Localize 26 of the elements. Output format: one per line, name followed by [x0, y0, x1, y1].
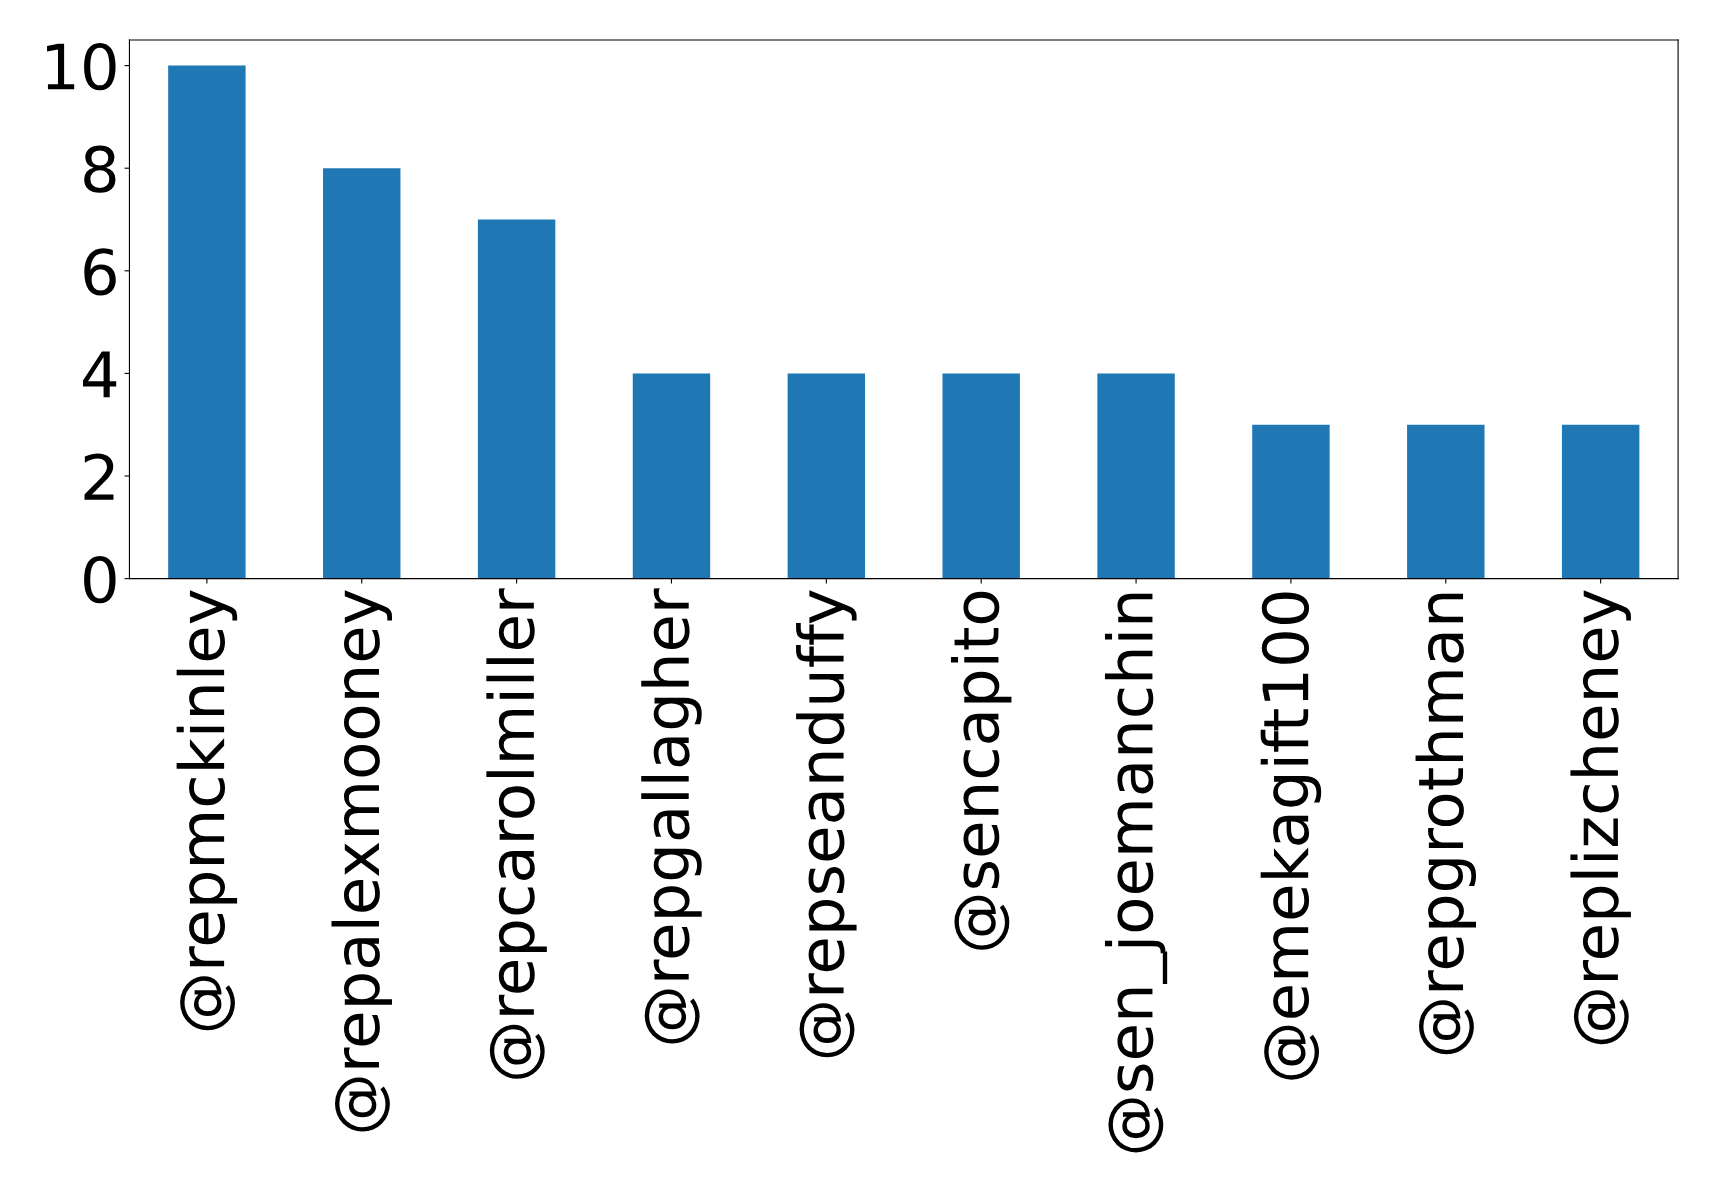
bar: [1252, 424, 1330, 579]
bar: [477, 219, 556, 579]
y-tick-label: 4: [83, 351, 117, 398]
bar: [1561, 424, 1640, 579]
y-tick-label: 2: [84, 453, 114, 500]
bar: [1407, 424, 1485, 579]
x-tick-label: @replizcheney: [1570, 590, 1631, 1045]
bar: [1097, 373, 1175, 579]
bar: [942, 373, 1020, 579]
y-tick-label: 0: [84, 555, 116, 604]
bar: [323, 168, 401, 579]
x-tick-label: @repcarolmiller: [486, 588, 547, 1079]
x-tick-label: @repgallagher: [641, 588, 702, 1044]
x-tick-label: @emekagift100: [1260, 592, 1322, 1080]
bar: [632, 373, 711, 579]
x-tick-label: @sen_joemanchin: [1104, 593, 1168, 1153]
y-tick-label: 10: [47, 42, 116, 91]
x-tick-label: @repmckinley: [176, 590, 238, 1031]
x-tick-label: @sencapito: [950, 591, 1012, 950]
x-tick-label: @repgrothman: [1415, 593, 1477, 1055]
y-tick-label: 6: [84, 248, 116, 296]
x-tick-label: @repalexmooney: [331, 590, 392, 1132]
x-tick-label: @repseanduffy: [796, 590, 857, 1058]
y-tick-label: 8: [84, 145, 116, 193]
bar: [787, 373, 866, 579]
bar: [168, 65, 246, 579]
